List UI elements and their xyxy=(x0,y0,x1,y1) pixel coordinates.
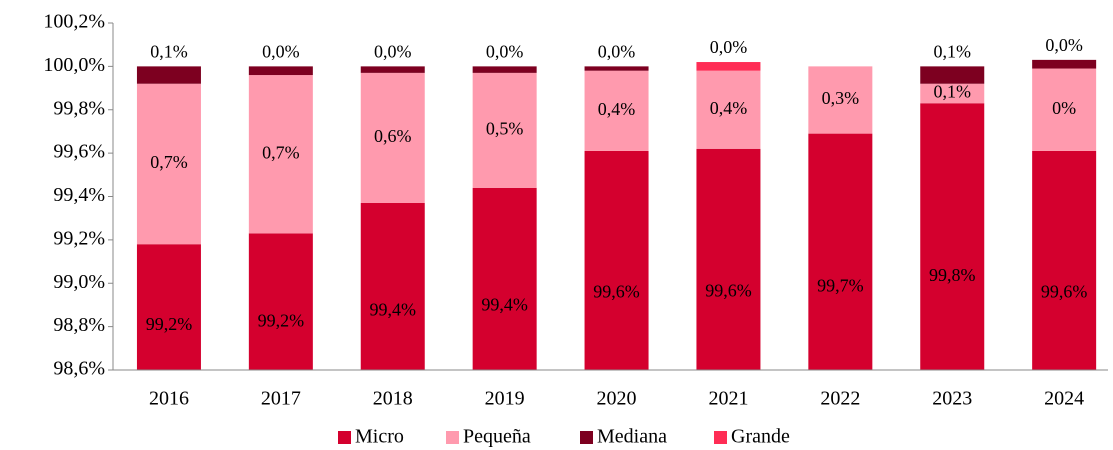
bar-segment xyxy=(696,62,761,71)
bar-segment xyxy=(808,66,873,134)
bar-segment xyxy=(136,244,201,370)
bar-segment xyxy=(808,133,873,370)
legend-label: Pequeña xyxy=(463,426,531,448)
y-tick-label: 99,6% xyxy=(53,141,105,163)
data-label: 0,7% xyxy=(150,152,188,172)
bar-segment xyxy=(1032,68,1097,151)
bar-segment xyxy=(920,103,985,371)
bar-segment xyxy=(472,66,537,73)
data-label: 0,3% xyxy=(822,88,860,108)
data-label: 0,0% xyxy=(710,37,748,57)
bar-segment xyxy=(248,233,313,370)
data-label: 99,4% xyxy=(481,294,528,314)
data-label: 99,8% xyxy=(929,265,976,285)
x-tick-label: 2024 xyxy=(1044,388,1084,410)
bar-segment xyxy=(696,70,761,149)
bar-segment xyxy=(360,203,425,370)
y-tick-label: 100,2% xyxy=(43,11,105,33)
data-label: 0,7% xyxy=(262,142,300,162)
data-label: 99,6% xyxy=(593,281,640,301)
legend-label: Grande xyxy=(731,426,790,448)
data-label: 0,6% xyxy=(374,126,412,146)
bar-segment xyxy=(360,66,425,73)
data-label: 0,0% xyxy=(598,42,636,62)
bar-segment xyxy=(584,66,649,71)
bar-segment xyxy=(1032,150,1097,370)
data-label: 0,4% xyxy=(710,98,748,118)
y-tick-label: 99,4% xyxy=(53,184,105,206)
data-label: 0,4% xyxy=(598,99,636,119)
data-label: 0% xyxy=(1052,98,1076,118)
y-tick-label: 100,0% xyxy=(43,54,105,76)
data-label: 0,1% xyxy=(934,42,972,62)
y-tick-label: 99,8% xyxy=(53,97,105,119)
legend-swatch xyxy=(338,431,351,444)
bar-segment xyxy=(696,148,761,370)
legend-label: Mediana xyxy=(597,426,667,448)
y-tick-label: 99,0% xyxy=(53,271,105,293)
bar-segment xyxy=(248,66,313,76)
legend-swatch xyxy=(580,431,593,444)
bar-segment xyxy=(472,187,537,370)
data-label: 99,2% xyxy=(146,314,193,334)
data-label: 0,0% xyxy=(374,42,412,62)
bar-segment xyxy=(136,83,201,245)
data-label: 0,0% xyxy=(1045,35,1083,55)
x-tick-label: 2020 xyxy=(597,388,637,410)
bar-segment xyxy=(136,66,201,84)
y-tick-label: 98,6% xyxy=(53,358,105,380)
legend-label: Micro xyxy=(355,426,404,448)
data-label: 0,1% xyxy=(934,82,972,102)
legend-swatch xyxy=(714,431,727,444)
data-label: 99,4% xyxy=(370,300,417,320)
y-tick-label: 99,2% xyxy=(53,227,105,249)
bar-segment xyxy=(920,83,985,104)
bar-segment xyxy=(248,75,313,234)
x-tick-label: 2016 xyxy=(149,388,189,410)
data-label: 99,2% xyxy=(258,310,305,330)
y-tick-label: 98,8% xyxy=(53,314,105,336)
bar-segment xyxy=(472,72,537,188)
data-label: 99,6% xyxy=(1041,281,1088,301)
data-label: 0,0% xyxy=(262,42,300,62)
data-label: 99,7% xyxy=(817,275,864,295)
x-tick-label: 2021 xyxy=(708,388,748,410)
x-tick-label: 2023 xyxy=(932,388,972,410)
data-label: 99,6% xyxy=(705,281,752,301)
bar-segment xyxy=(584,70,649,151)
data-label: 0,1% xyxy=(150,42,188,62)
bar-segment xyxy=(1032,59,1097,69)
bar-segment xyxy=(920,66,985,84)
legend-swatch xyxy=(446,431,459,444)
data-label: 0,0% xyxy=(486,42,524,62)
x-tick-label: 2022 xyxy=(820,388,860,410)
bar-segment xyxy=(360,72,425,204)
x-tick-label: 2017 xyxy=(261,388,301,410)
x-tick-label: 2018 xyxy=(373,388,413,410)
data-label: 0,5% xyxy=(486,118,524,138)
x-tick-label: 2019 xyxy=(485,388,525,410)
bar-segment xyxy=(584,150,649,370)
